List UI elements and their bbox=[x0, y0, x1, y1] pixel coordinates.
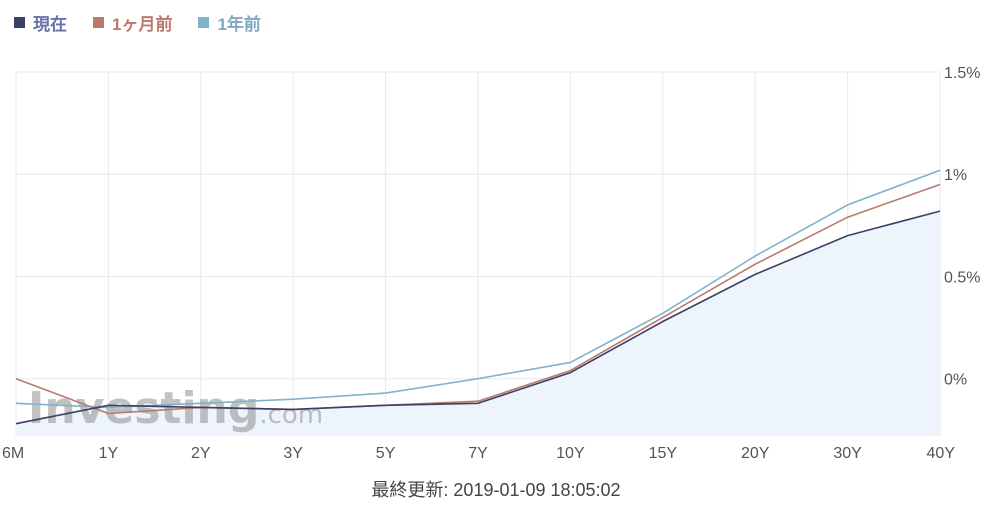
legend-swatch-1-year-ago bbox=[198, 16, 210, 28]
legend: 現在 1ヶ月前 1年前 bbox=[14, 10, 287, 34]
x-tick-label: 3Y bbox=[283, 445, 303, 462]
area-fill-layer bbox=[16, 211, 940, 436]
series-line-1-year-ago bbox=[15, 169, 941, 409]
x-axis-ticks: 6M 1Y 2Y 3Y 5Y 7Y 10Y 15Y 20Y 30Y 40Y bbox=[2, 445, 955, 462]
last-updated-text: 最終更新: 2019-01-09 18:05:02 bbox=[371, 480, 621, 500]
x-tick-label: 1Y bbox=[99, 445, 119, 462]
x-tick-label: 10Y bbox=[556, 445, 585, 462]
legend-label-current: 現在 bbox=[33, 14, 67, 34]
area-fill-current bbox=[16, 211, 940, 436]
series-line-current bbox=[15, 210, 941, 425]
legend-item-1-month-ago[interactable]: 1ヶ月前 bbox=[93, 10, 172, 35]
y-tick-label: 0% bbox=[944, 372, 967, 389]
x-tick-label: 6M bbox=[2, 445, 24, 462]
x-tick-label: 30Y bbox=[833, 445, 862, 462]
x-tick-label: 7Y bbox=[468, 445, 488, 462]
series-line-1-month-ago bbox=[15, 183, 941, 415]
series-layer bbox=[15, 169, 941, 425]
legend-label-1-year-ago: 1年前 bbox=[217, 14, 261, 34]
legend-swatch-current bbox=[14, 16, 25, 28]
x-tick-label: 5Y bbox=[376, 445, 396, 462]
y-tick-label: 1.5% bbox=[944, 65, 980, 82]
y-axis-ticks: 0% 0.5% 1% 1.5% bbox=[944, 65, 980, 389]
legend-item-1-year-ago[interactable]: 1年前 bbox=[198, 10, 261, 35]
legend-swatch-1-month-ago bbox=[93, 16, 104, 28]
legend-label-1-month-ago: 1ヶ月前 bbox=[112, 14, 173, 34]
legend-item-current[interactable]: 現在 bbox=[14, 10, 67, 35]
y-tick-label: 0.5% bbox=[944, 269, 980, 286]
y-tick-label: 1% bbox=[944, 167, 967, 184]
x-tick-label: 2Y bbox=[191, 445, 211, 462]
x-tick-label: 15Y bbox=[649, 445, 678, 462]
x-tick-label: 40Y bbox=[927, 445, 956, 462]
x-tick-label: 20Y bbox=[741, 445, 770, 462]
yield-curve-chart: Investing.com 6M 1Y 2Y 3Y 5Y 7Y 10Y 15Y 20Y 30Y 40… bbox=[2, 65, 980, 462]
